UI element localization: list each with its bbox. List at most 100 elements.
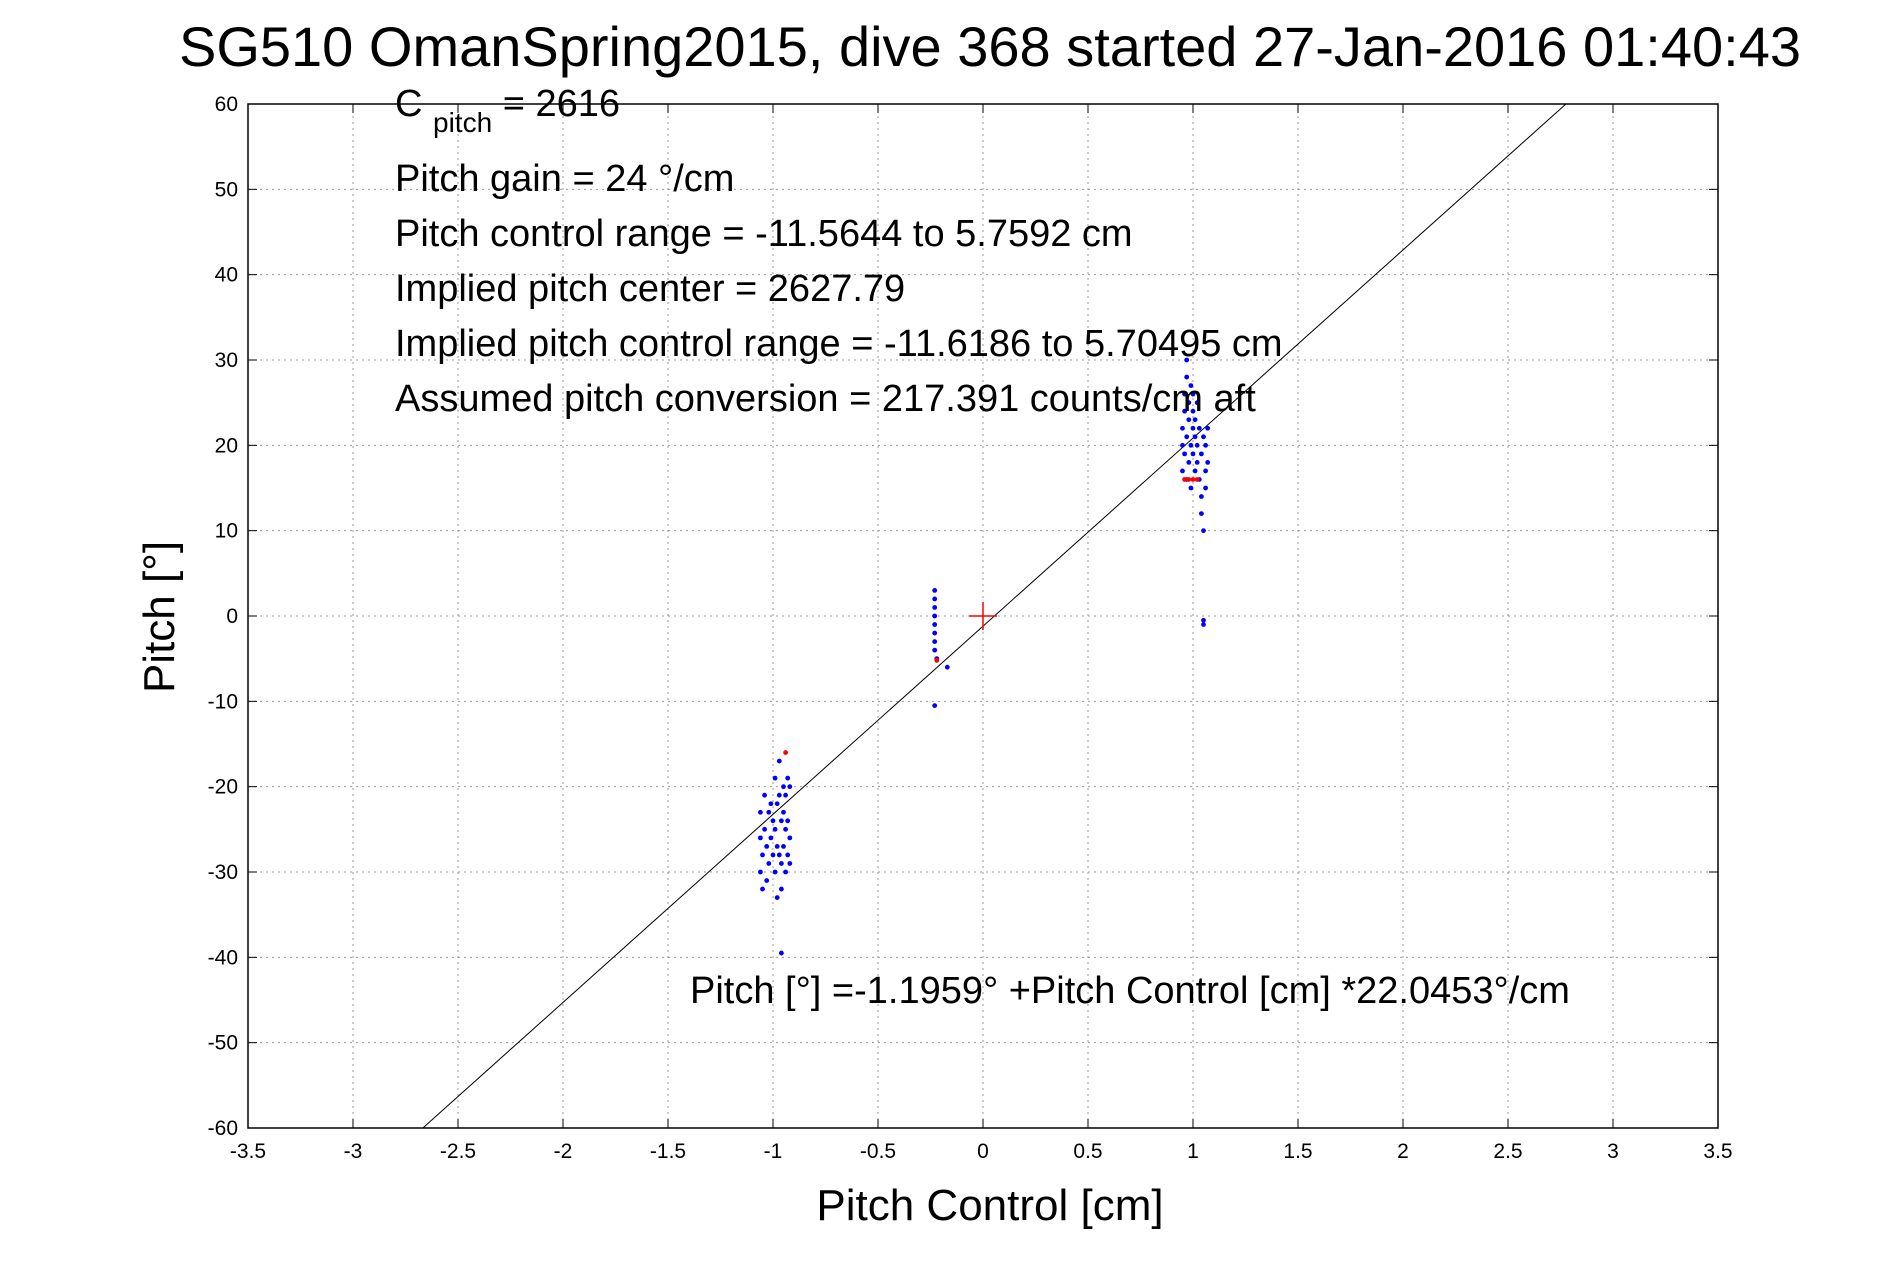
- data-point: [932, 647, 938, 653]
- data-point: [768, 801, 774, 807]
- annotation-conversion: Assumed pitch conversion = 217.391 count…: [395, 378, 1256, 420]
- data-point: [1201, 528, 1206, 534]
- x-tick-label: 1: [1187, 1140, 1199, 1163]
- data-point: [1203, 442, 1208, 448]
- y-tick-label: -20: [208, 776, 238, 799]
- data-point: [758, 809, 763, 815]
- x-tick-label: -1: [764, 1140, 783, 1163]
- data-points: [758, 357, 1211, 956]
- data-point: [1184, 434, 1190, 440]
- data-point: [758, 835, 763, 841]
- data-point: [764, 844, 770, 849]
- data-point: [1190, 477, 1196, 482]
- x-tick-label: 1.5: [1283, 1140, 1312, 1163]
- data-point: [1182, 391, 1187, 397]
- y-tick-label: 40: [215, 264, 238, 287]
- x-tick-label: -3.5: [230, 1140, 266, 1163]
- data-point: [1190, 391, 1196, 397]
- data-point: [779, 886, 784, 892]
- y-tick-label: 0: [226, 605, 238, 628]
- data-point: [772, 775, 778, 781]
- data-point: [1186, 477, 1192, 482]
- data-point: [1184, 374, 1190, 380]
- x-tick-label: 3: [1607, 1140, 1619, 1163]
- data-point: [783, 826, 788, 832]
- data-point: [776, 792, 782, 798]
- data-point: [787, 861, 793, 866]
- data-point: [779, 950, 784, 956]
- data-point: [766, 861, 772, 866]
- data-point: [766, 809, 772, 815]
- data-point: [1180, 442, 1185, 448]
- data-point: [932, 703, 938, 708]
- data-point: [1194, 442, 1200, 448]
- data-point: [1182, 477, 1187, 482]
- data-point: [1199, 511, 1204, 516]
- data-point: [932, 639, 938, 644]
- data-point: [934, 657, 940, 663]
- data-point: [783, 869, 788, 875]
- data-point: [1194, 400, 1200, 406]
- data-point: [1188, 442, 1194, 448]
- data-point: [774, 895, 780, 900]
- data-point: [1180, 425, 1185, 431]
- annotation-fit-equation: Pitch [°] =-1.1959° +Pitch Control [cm] …: [690, 970, 1570, 1012]
- data-point: [1182, 408, 1187, 414]
- c-pitch-symbol: C: [395, 83, 422, 125]
- data-point: [779, 818, 784, 824]
- y-tick-label: 10: [215, 520, 238, 543]
- grid-lines: [248, 104, 1718, 1128]
- data-point: [781, 844, 786, 849]
- data-point: [772, 826, 778, 832]
- x-tick-label: -0.5: [860, 1140, 896, 1163]
- data-point: [932, 613, 938, 619]
- x-tick-label: -2: [554, 1140, 573, 1163]
- x-tick-label: 0: [977, 1140, 989, 1163]
- x-axis-label: Pitch Control [cm]: [816, 1181, 1163, 1230]
- axis-ticks: [247, 103, 1719, 1129]
- data-point: [785, 818, 791, 824]
- plot-contents: [422, 103, 1567, 1129]
- x-tick-labels: -3.5 -3 -2.5 -2 -1.5 -1 -0.5 0 0.5 1 1.5 2 2.5 3 3.5: [230, 1140, 1733, 1163]
- y-tick-label: -30: [208, 861, 238, 884]
- data-point: [772, 869, 778, 875]
- y-axis-label: Pitch [°]: [135, 541, 184, 693]
- annotation-implied-range: Implied pitch control range = -11.6186 t…: [395, 323, 1283, 365]
- data-point: [783, 792, 788, 798]
- data-point: [1190, 425, 1196, 431]
- data-point: [774, 844, 780, 849]
- data-point: [770, 818, 776, 824]
- y-tick-label: -10: [208, 690, 238, 713]
- annotation-pitch-gain: Pitch gain = 24 °/cm: [395, 158, 734, 200]
- data-point: [776, 758, 782, 764]
- data-point: [932, 605, 938, 610]
- chart-title: SG510 OmanSpring2015, dive 368 started 2…: [179, 15, 1801, 78]
- data-point: [1203, 468, 1208, 474]
- data-point: [1192, 468, 1198, 474]
- data-point: [1186, 400, 1192, 406]
- data-point: [1184, 357, 1190, 363]
- data-point: [762, 826, 767, 832]
- data-point: [932, 622, 938, 627]
- c-pitch-subscript: pitch: [433, 107, 492, 138]
- data-point: [1201, 434, 1206, 440]
- data-point: [1199, 451, 1204, 457]
- y-tick-label: 50: [215, 178, 238, 201]
- data-point: [1194, 460, 1200, 465]
- data-point: [1205, 460, 1211, 465]
- y-tick-label: 60: [215, 93, 238, 116]
- y-tick-label: -40: [208, 946, 238, 969]
- data-point: [1188, 383, 1194, 388]
- data-point: [944, 664, 950, 670]
- y-tick-label: 20: [215, 434, 238, 457]
- data-point: [785, 775, 791, 781]
- data-point: [785, 852, 791, 858]
- data-point: [768, 835, 774, 841]
- c-pitch-value: = 2616: [503, 83, 620, 125]
- data-point: [762, 792, 767, 798]
- data-point: [1201, 622, 1206, 627]
- data-point: [774, 801, 780, 807]
- data-point: [760, 886, 765, 892]
